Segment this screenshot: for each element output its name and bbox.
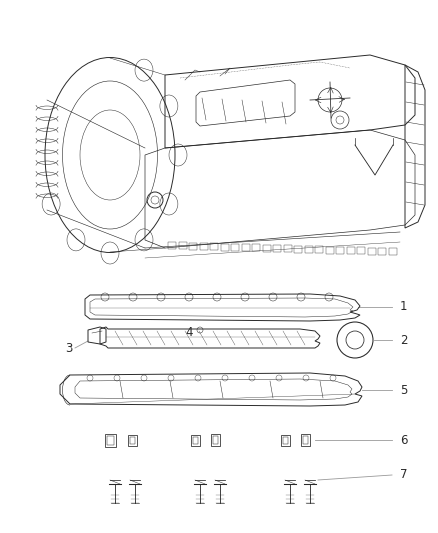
Bar xyxy=(130,437,135,444)
Bar xyxy=(283,437,288,444)
Bar xyxy=(346,247,354,254)
Text: 7: 7 xyxy=(400,469,407,481)
Bar xyxy=(273,245,281,252)
Bar xyxy=(220,244,229,251)
Bar xyxy=(107,436,114,445)
Bar xyxy=(168,242,176,249)
Bar xyxy=(211,434,220,446)
Text: 6: 6 xyxy=(400,433,407,447)
Bar xyxy=(301,434,310,446)
Text: 1: 1 xyxy=(400,301,407,313)
Bar xyxy=(357,247,365,254)
Bar xyxy=(294,246,302,253)
Bar xyxy=(231,244,239,251)
Text: 2: 2 xyxy=(400,334,407,346)
Text: 3: 3 xyxy=(65,342,72,354)
Bar xyxy=(315,246,323,253)
Bar xyxy=(199,243,208,250)
Text: 5: 5 xyxy=(400,384,407,397)
Bar xyxy=(367,248,375,255)
Bar xyxy=(213,436,218,444)
Bar xyxy=(283,245,292,252)
Bar xyxy=(304,246,312,253)
Bar xyxy=(252,245,260,252)
Bar xyxy=(325,246,333,254)
Text: 4: 4 xyxy=(185,326,192,338)
Bar xyxy=(281,435,290,446)
Bar xyxy=(128,435,137,446)
Bar xyxy=(336,247,344,254)
Bar xyxy=(105,434,116,447)
Bar xyxy=(193,437,198,444)
Bar xyxy=(241,244,250,251)
Bar xyxy=(179,243,187,249)
Bar xyxy=(191,435,200,446)
Bar xyxy=(378,248,386,255)
Bar xyxy=(189,243,197,249)
Bar xyxy=(303,436,308,444)
Bar xyxy=(210,243,218,250)
Bar xyxy=(262,245,271,252)
Bar xyxy=(389,248,396,255)
